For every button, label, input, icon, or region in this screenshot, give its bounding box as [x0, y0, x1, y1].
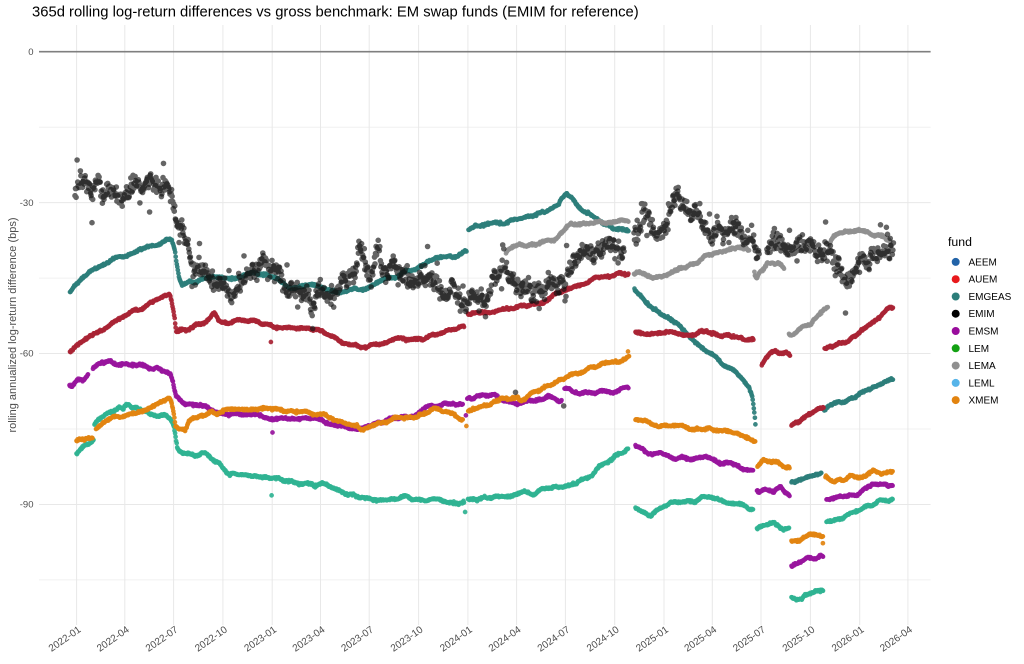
svg-text:EMSM: EMSM [969, 327, 999, 338]
svg-text:365d rolling log-return differ: 365d rolling log-return differences vs g… [32, 5, 639, 21]
svg-text:LEMA: LEMA [969, 361, 997, 372]
svg-text:AUEM: AUEM [969, 275, 998, 286]
svg-text:-60: -60 [20, 349, 34, 360]
svg-text:-90: -90 [20, 500, 34, 511]
svg-text:EMIM: EMIM [969, 309, 995, 320]
svg-text:XMEM: XMEM [969, 396, 999, 407]
svg-text:0: 0 [28, 47, 33, 58]
svg-text:AEEM: AEEM [969, 257, 997, 268]
svg-text:rolling annualized log-return: rolling annualized log-return difference… [7, 217, 19, 432]
svg-text:LEM: LEM [969, 344, 990, 355]
svg-text:-30: -30 [20, 198, 34, 209]
svg-text:EMGEAS: EMGEAS [969, 292, 1012, 303]
svg-text:fund: fund [948, 235, 972, 249]
svg-text:LEML: LEML [969, 378, 996, 389]
